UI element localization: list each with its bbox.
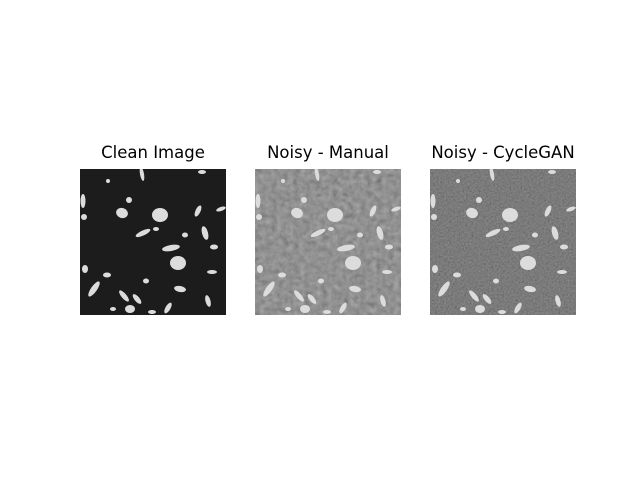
panel-clean: Clean Image [80, 0, 226, 480]
noisy-cyclegan-image [430, 169, 576, 315]
clean-image [80, 169, 226, 315]
panel-manual: Noisy - Manual [255, 0, 401, 480]
panel-title-manual: Noisy - Manual [267, 143, 389, 162]
noisy-manual-image [255, 169, 401, 315]
panel-cyclegan: Noisy - CycleGAN [430, 0, 576, 480]
panel-title-cyclegan: Noisy - CycleGAN [431, 143, 575, 162]
panel-title-clean: Clean Image [101, 143, 205, 162]
